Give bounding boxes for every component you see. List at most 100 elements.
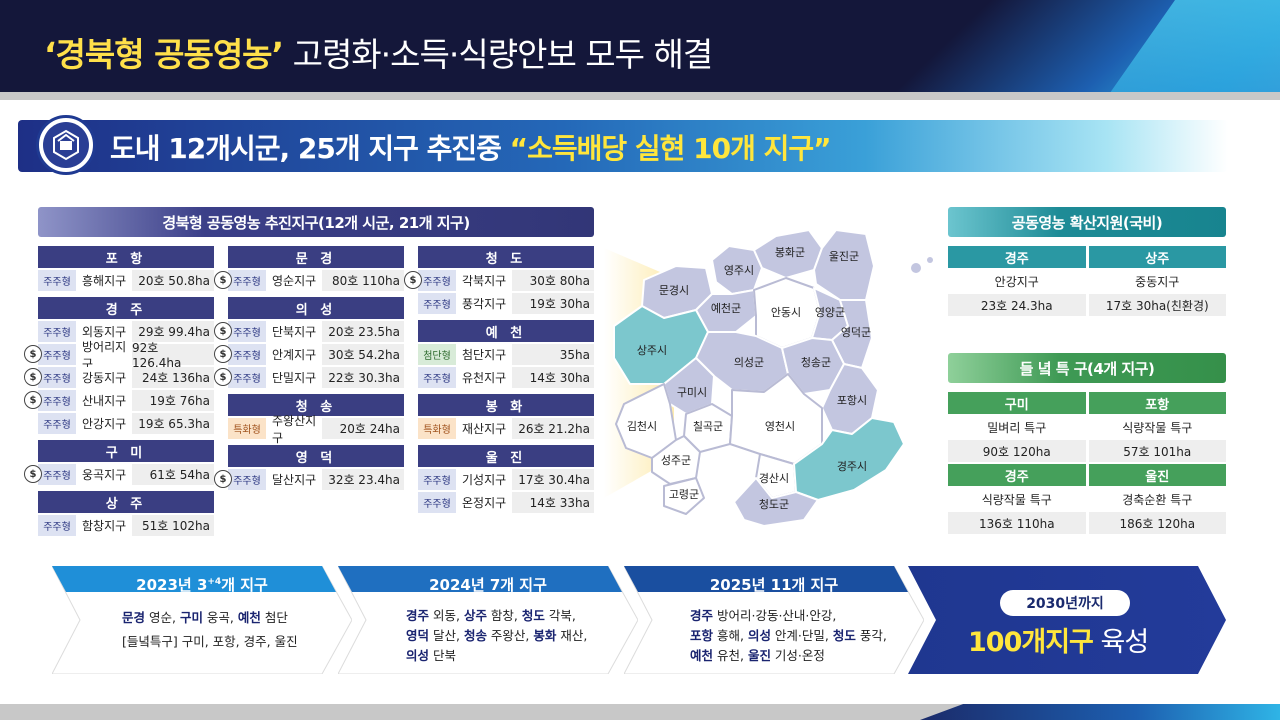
step-text: 달산, bbox=[429, 628, 464, 643]
step-text: 안계·단밀, bbox=[770, 628, 833, 643]
emblem-symbol bbox=[53, 129, 79, 161]
district-value: 61호 54ha bbox=[132, 464, 214, 485]
fz-cell: 경축순환 특구 bbox=[1088, 488, 1226, 510]
district-row: 특화형 재산지구 26호 21.2ha bbox=[418, 418, 594, 439]
district-name: 안강지구 bbox=[76, 413, 132, 434]
ns-cell: 중동지구 bbox=[1088, 270, 1226, 292]
region-group: 예 천 첨단형 첨단지구 35ha 주주형 유천지구 14호 30ha bbox=[418, 320, 594, 388]
step-region: 의성 bbox=[747, 628, 771, 643]
step-arrow bbox=[52, 566, 352, 674]
district-type-label: 주주형 bbox=[43, 374, 71, 385]
districts-column-1: 포 항 주주형 흥해지구 20호 50.8ha 경 주 주주형 외동지구 29호 99.4ha… bbox=[24, 246, 214, 542]
dividend-coin-icon: $ bbox=[214, 271, 232, 289]
district-row: 주주형 $ 달산지구 32호 23.4ha bbox=[214, 469, 404, 490]
district-value: 32호 23.4ha bbox=[322, 469, 404, 490]
district-type-label: 주주형 bbox=[43, 328, 71, 339]
step-body: 경주 방어리·강동·산내·안강, 포항 흥해, 의성 안계·단밀, 청도 풍각,… bbox=[690, 606, 887, 666]
map-label: 칠곡군 bbox=[693, 420, 723, 433]
district-type-label: 주주형 bbox=[233, 476, 261, 487]
district-row: 주주형 기성지구 17호 30.4ha bbox=[418, 469, 594, 490]
fz-cell: 57호 101ha bbox=[1088, 440, 1226, 462]
district-name: 방어리지구 bbox=[76, 340, 132, 371]
step-region: 청송 bbox=[463, 628, 487, 643]
district-name: 재산지구 bbox=[456, 418, 512, 439]
title-rest: 고령화·소득·식량안보 모두 해결 bbox=[283, 35, 714, 74]
promotion-districts-title: 경북형 공동영농 추진지구(12개 시군, 21개 지구) bbox=[38, 207, 594, 237]
header-bar: ‘경북형 공동영농’ 고령화·소득·식량안보 모두 해결 bbox=[0, 0, 1280, 92]
timeline: 2023년 3+4개 지구 문경 영순, 구미 웅곡, 예천 첨단 [들녘특구]… bbox=[0, 566, 1280, 676]
district-value: 20호 50.8ha bbox=[132, 270, 214, 291]
dividend-coin-icon: $ bbox=[214, 322, 232, 340]
step-region: 문경 bbox=[122, 610, 146, 625]
district-row: 주주형 $ 단밀지구 22호 30.3ha bbox=[214, 367, 404, 388]
step-text: 외동, bbox=[429, 608, 464, 623]
timeline-goal bbox=[908, 566, 1228, 674]
map-region-uljin bbox=[813, 229, 875, 301]
map-label: 영주시 bbox=[724, 264, 754, 277]
step-text: 풍각, bbox=[855, 628, 887, 643]
fz-cell: 식량작물 특구 bbox=[948, 488, 1086, 510]
map-label: 영양군 bbox=[815, 306, 845, 319]
step-text: 유천, bbox=[713, 648, 748, 663]
district-name: 산내지구 bbox=[76, 390, 132, 411]
timeline-step-2025: 2025년 11개 지구 경주 방어리·강동·산내·안강, 포항 흥해, 의성 … bbox=[624, 566, 924, 674]
district-name: 유천지구 bbox=[456, 367, 512, 388]
region-header: 청 송 bbox=[228, 394, 404, 416]
ns-header-gyeongju: 경주 bbox=[948, 246, 1086, 268]
banner-highlight: “소득배당 실현 10개 지구” bbox=[509, 132, 832, 165]
district-name: 단북지구 bbox=[266, 321, 322, 342]
district-name: 달산지구 bbox=[266, 469, 322, 490]
district-row: 주주형 $ 웅곡지구 61호 54ha bbox=[24, 464, 214, 485]
ns-header-sangju: 상주 bbox=[1088, 246, 1226, 268]
dividend-coin-icon: $ bbox=[24, 345, 42, 363]
goal-arrow bbox=[908, 566, 1226, 674]
fz-cell: 식량작물 특구 bbox=[1088, 416, 1226, 438]
map-region-gyeongju bbox=[793, 417, 905, 501]
title-highlight: ‘경북형 공동영농’ bbox=[44, 35, 284, 74]
step-text: 웅곡, bbox=[202, 610, 238, 625]
district-type-badge: 주주형 $ bbox=[24, 390, 76, 411]
step-region: 청도 bbox=[832, 628, 856, 643]
district-type-badge: 주주형 bbox=[418, 293, 456, 314]
district-value: 92호 126.4ha bbox=[132, 341, 214, 370]
district-type-badge: 주주형 bbox=[38, 270, 76, 291]
national-support-title: 공동영농 확산지원(국비) bbox=[948, 207, 1226, 237]
region-group: 청 도 주주형 $ 각북지구 30호 80ha 주주형 풍각지구 19호 30ha bbox=[404, 246, 594, 314]
step-region: 영덕 bbox=[406, 628, 430, 643]
step-title: 2025년 11개 지구 bbox=[709, 576, 839, 594]
step-text: 주왕산, bbox=[486, 628, 534, 643]
district-value: 30호 80ha bbox=[512, 270, 594, 291]
region-header: 청 도 bbox=[418, 246, 594, 268]
district-value: 14호 33ha bbox=[512, 492, 594, 513]
region-header: 의 성 bbox=[228, 297, 404, 319]
district-name: 주왕산지구 bbox=[266, 414, 322, 445]
district-type-badge: 주주형 bbox=[38, 515, 76, 536]
map-label: 안동시 bbox=[771, 306, 801, 319]
districts-column-2: 문 경 주주형 $ 영순지구 80호 110ha 의 성 주주형 $ 단북지구 20호 23.5h… bbox=[214, 246, 404, 496]
region-header: 구 미 bbox=[38, 440, 214, 462]
step-arrow bbox=[624, 566, 924, 674]
fz-cell: 밀벼리 특구 bbox=[948, 416, 1086, 438]
goal-text: 100개지구 육성 bbox=[968, 620, 1149, 659]
step-title: 2024년 7개 지구 bbox=[429, 576, 547, 594]
map-label: 경산시 bbox=[759, 472, 789, 485]
district-type-label: 특화형 bbox=[233, 425, 261, 436]
header-divider bbox=[0, 92, 1280, 100]
district-name: 온정지구 bbox=[456, 492, 512, 513]
map-label: 구미시 bbox=[677, 386, 707, 399]
district-type-label: 주주형 bbox=[233, 328, 261, 339]
district-value: 17호 30.4ha bbox=[512, 469, 594, 490]
step-title: 2023년 3+4개 지구 bbox=[52, 574, 352, 595]
region-header: 영 덕 bbox=[228, 445, 404, 467]
map-label: 영천시 bbox=[765, 419, 795, 433]
district-type-label: 주주형 bbox=[423, 277, 451, 288]
district-type-badge: 주주형 $ bbox=[24, 464, 76, 485]
fz-cell: 136호 110ha bbox=[948, 512, 1086, 534]
emblem-inner bbox=[43, 122, 89, 168]
map-label: 영덕군 bbox=[841, 326, 871, 339]
district-type-badge: 주주형 bbox=[38, 413, 76, 434]
step-region: 경주 bbox=[406, 608, 430, 623]
district-type-badge: 주주형 $ bbox=[214, 344, 266, 365]
region-group: 경 주 주주형 외동지구 29호 99.4ha 주주형 $ 방어리지구 92호 126.4ha… bbox=[24, 297, 214, 434]
ulleung-island bbox=[911, 263, 921, 273]
